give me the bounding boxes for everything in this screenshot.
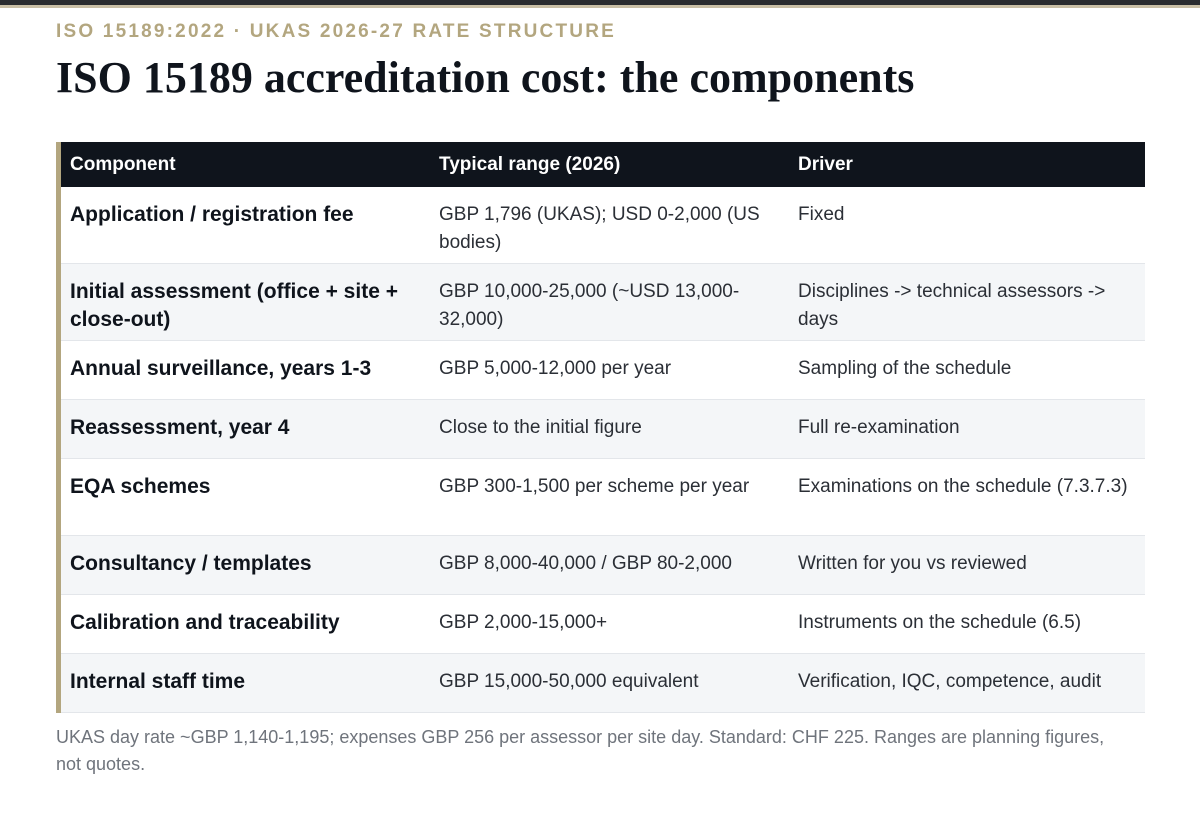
cell-driver: Disciplines -> technical assessors -> da…: [798, 281, 1106, 330]
table-row: Internal staff time GBP 15,000-50,000 eq…: [61, 653, 1145, 713]
top-rule: [0, 0, 1200, 5]
cell-driver: Written for you vs reviewed: [798, 553, 1027, 574]
cell-range: GBP 10,000-25,000 (~USD 13,000-32,000): [439, 281, 740, 330]
cell-component: Application / registration fee: [70, 203, 354, 226]
cell-component: Annual surveillance, years 1-3: [70, 357, 372, 380]
cell-range: GBP 15,000-50,000 equivalent: [439, 671, 699, 692]
cost-components-table: Component Typical range (2026) Driver Ap…: [56, 142, 1145, 713]
cell-range: GBP 1,796 (UKAS); USD 0-2,000 (US bodies…: [439, 204, 760, 253]
table-row: EQA schemes GBP 300-1,500 per scheme per…: [61, 458, 1145, 536]
table-row: Application / registration fee GBP 1,796…: [61, 187, 1145, 264]
cell-component: Calibration and traceability: [70, 611, 340, 634]
column-header-range: Typical range (2026): [439, 153, 621, 175]
table-header-row: Component Typical range (2026) Driver: [61, 142, 1145, 187]
page-title: ISO 15189 accreditation cost: the compon…: [56, 53, 915, 102]
cell-driver: Instruments on the schedule (6.5): [798, 612, 1082, 633]
kicker: ISO 15189:2022 · UKAS 2026-27 RATE STRUC…: [56, 21, 616, 42]
cell-driver: Sampling of the schedule: [798, 358, 1012, 379]
table-row: Calibration and traceability GBP 2,000-1…: [61, 594, 1145, 654]
column-header-driver: Driver: [798, 153, 853, 175]
cell-driver: Verification, IQC, competence, audit: [798, 671, 1102, 692]
cell-driver: Full re-examination: [798, 417, 960, 438]
cell-component: Initial assessment (office + site + clos…: [70, 280, 398, 331]
cell-range: Close to the initial figure: [439, 417, 642, 438]
table-row: Consultancy / templates GBP 8,000-40,000…: [61, 535, 1145, 595]
cell-component: Reassessment, year 4: [70, 416, 290, 439]
cell-component: Consultancy / templates: [70, 552, 312, 575]
top-rule-accent: [0, 5, 1200, 8]
table-row: Annual surveillance, years 1-3 GBP 5,000…: [61, 340, 1145, 400]
cell-component: Internal staff time: [70, 670, 246, 693]
cell-range: GBP 8,000-40,000 / GBP 80-2,000: [439, 553, 732, 574]
cell-range: GBP 300-1,500 per scheme per year: [439, 476, 750, 497]
table-row: Initial assessment (office + site + clos…: [61, 263, 1145, 341]
cell-driver: Examinations on the schedule (7.3.7.3): [798, 476, 1128, 497]
cell-component: EQA schemes: [70, 475, 211, 498]
footnote: UKAS day rate ~GBP 1,140-1,195; expenses…: [56, 727, 1105, 774]
cell-range: GBP 2,000-15,000+: [439, 612, 608, 633]
table-row: Reassessment, year 4 Close to the initia…: [61, 399, 1145, 459]
cell-range: GBP 5,000-12,000 per year: [439, 358, 672, 379]
cell-driver: Fixed: [798, 204, 845, 225]
column-header-component: Component: [70, 153, 176, 175]
